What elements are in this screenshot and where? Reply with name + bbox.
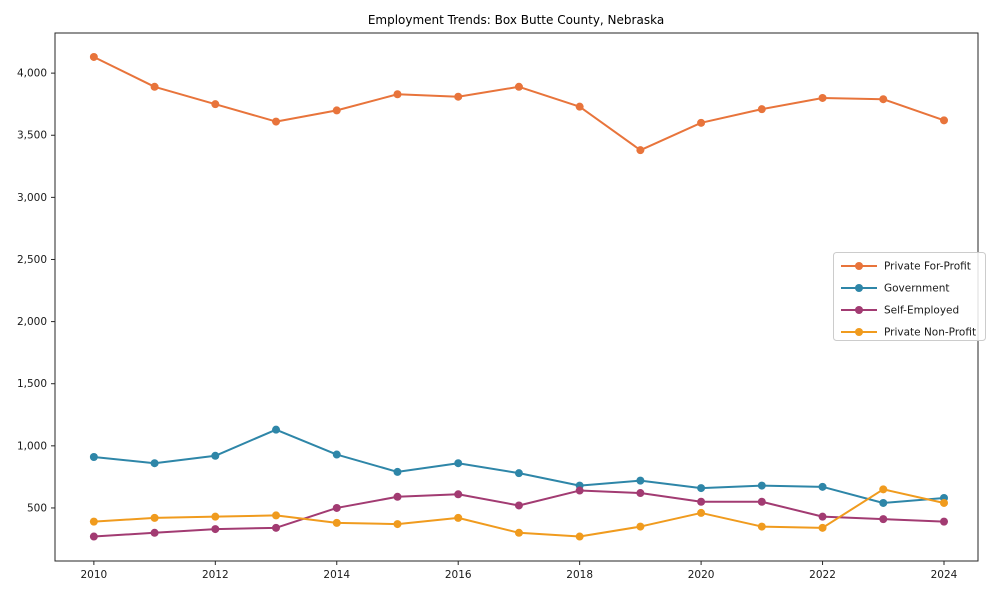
data-point-marker [879,485,888,494]
x-tick-label: 2022 [809,569,836,581]
data-point-marker [332,450,341,459]
legend-item: Government [841,283,949,295]
data-point-marker [757,522,766,531]
x-tick-label: 2010 [80,569,107,581]
series-line-private-for-profit [93,56,945,152]
x-tick-label: 2018 [566,569,593,581]
y-tick-label: 500 [27,502,47,514]
legend-item: Private Non-Profit [841,327,976,339]
y-tick-label: 4,000 [17,68,47,80]
legend-label: Government [884,283,949,295]
legend-box [833,252,986,341]
data-point-marker [89,532,98,541]
data-point-marker [636,146,645,155]
data-point-marker [757,497,766,506]
data-point-marker [879,498,888,507]
data-point-marker [697,118,706,127]
data-point-marker [272,523,281,532]
legend-item: Private For-Profit [841,261,971,273]
data-point-marker [757,105,766,114]
y-tick-label: 2,000 [17,316,47,328]
data-point-marker [697,484,706,493]
x-tick-label: 2024 [931,569,958,581]
y-tick-label: 2,500 [17,254,47,266]
data-point-marker [636,522,645,531]
data-point-marker [514,528,523,537]
data-point-marker [211,100,220,109]
data-point-marker [879,95,888,104]
data-point-marker [454,490,463,499]
legend-marker [855,306,863,314]
chart-title: Employment Trends: Box Butte County, Neb… [368,13,664,27]
data-point-marker [939,517,948,526]
legend-label: Self-Employed [884,305,959,317]
plot-area: 2010 2012 2014 2016 2018 2020 2022 2024 500 1,000… [17,32,986,581]
x-tick-label: 2020 [688,569,715,581]
data-point-marker [514,469,523,478]
data-point-marker [211,525,220,534]
series-line-government [93,428,945,504]
data-point-marker [575,486,584,495]
x-tick-label: 2016 [445,569,472,581]
data-point-marker [89,52,98,61]
y-tick-label: 3,500 [17,130,47,142]
data-point-marker [514,501,523,510]
data-point-marker [697,497,706,506]
data-point-marker [454,92,463,101]
legend-marker [855,284,863,292]
data-point-marker [393,467,402,476]
data-point-marker [757,481,766,490]
legend-label: Private Non-Profit [884,327,976,339]
y-tick-label: 3,000 [17,192,47,204]
data-point-marker [272,117,281,126]
y-tick-label: 1,000 [17,440,47,452]
data-point-marker [393,492,402,501]
data-point-marker [150,528,159,537]
data-point-marker [818,93,827,102]
data-point-marker [332,503,341,512]
legend-item: Self-Employed [841,305,959,317]
data-point-marker [150,459,159,468]
data-point-marker [697,508,706,517]
legend-label: Private For-Profit [884,261,971,273]
data-point-marker [89,453,98,462]
data-point-marker [272,511,281,520]
data-point-marker [575,532,584,541]
data-point-marker [211,512,220,521]
x-tick-label: 2014 [323,569,350,581]
data-point-marker [636,476,645,485]
data-point-marker [211,451,220,460]
series-self-employed [89,486,948,541]
data-point-marker [939,116,948,125]
data-point-marker [879,515,888,524]
series-private-for-profit [89,52,948,155]
data-point-marker [818,523,827,532]
series-private-non-profit [89,485,948,541]
data-point-marker [393,90,402,99]
legend-marker [855,262,863,270]
data-point-marker [818,512,827,521]
data-point-marker [818,482,827,491]
legend: Private For-Profit Government Self-Employe… [833,252,986,341]
data-point-marker [272,425,281,434]
data-point-marker [454,513,463,522]
data-point-marker [636,489,645,498]
data-point-marker [150,82,159,91]
data-point-marker [514,82,523,91]
series-government [89,425,948,507]
data-point-marker [332,106,341,115]
x-tick-label: 2012 [202,569,229,581]
legend-marker [855,328,863,336]
y-tick-label: 1,500 [17,378,47,390]
data-point-marker [575,102,584,111]
data-point-marker [393,520,402,529]
data-point-marker [454,459,463,468]
data-point-marker [89,517,98,526]
data-point-marker [939,498,948,507]
data-point-marker [150,513,159,522]
data-point-marker [332,518,341,527]
